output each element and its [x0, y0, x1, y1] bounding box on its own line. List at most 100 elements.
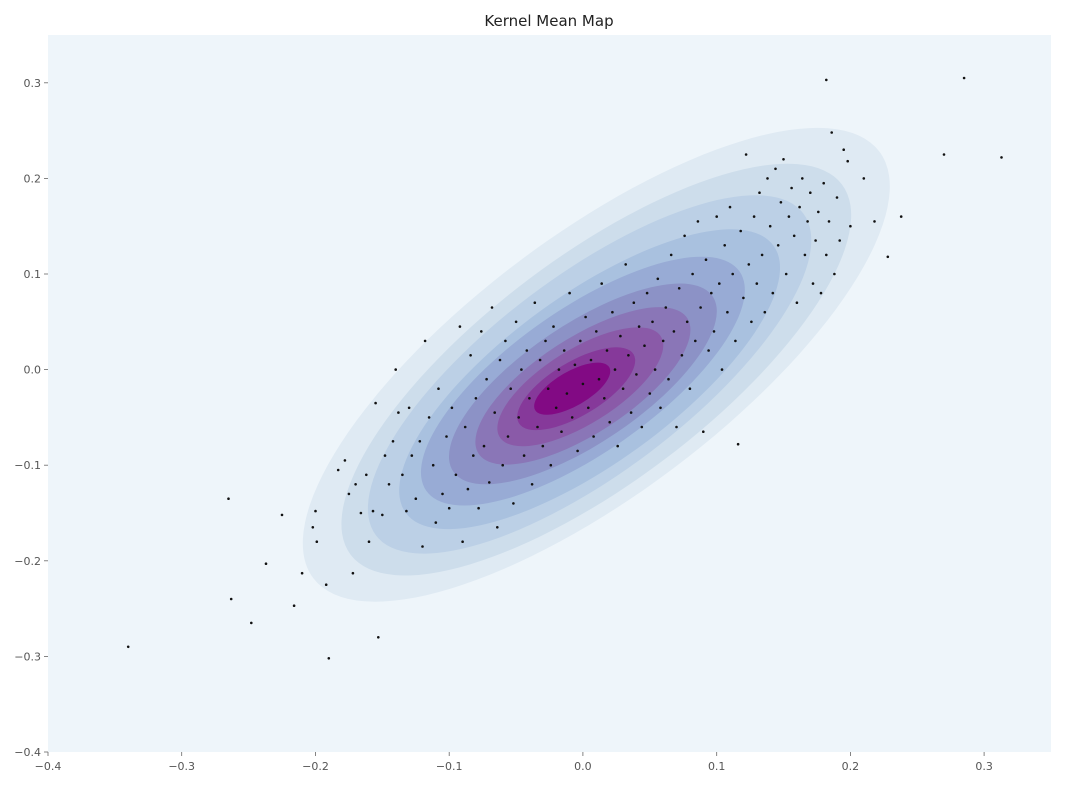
data-point: [324, 583, 328, 586]
data-point: [405, 509, 408, 513]
data-point: [381, 513, 384, 517]
y-tick-label: −0.1: [14, 459, 41, 472]
data-point: [441, 492, 444, 496]
data-points: [126, 76, 1003, 660]
data-point: [661, 339, 665, 343]
data-point: [782, 158, 785, 161]
data-point: [736, 442, 740, 446]
data-point: [827, 220, 831, 223]
data-point: [485, 377, 488, 381]
data-point: [611, 310, 614, 314]
data-point: [597, 377, 601, 381]
y-tick-label: −0.4: [14, 746, 41, 759]
data-point: [365, 473, 368, 477]
data-point: [552, 325, 555, 328]
data-point: [595, 330, 598, 333]
data-point: [811, 282, 815, 285]
data-point: [629, 411, 633, 414]
data-point: [377, 636, 380, 639]
data-point: [680, 354, 684, 357]
data-point: [488, 481, 491, 484]
data-point: [538, 358, 542, 362]
data-point: [608, 420, 611, 424]
data-point: [498, 358, 502, 362]
data-point: [779, 201, 783, 204]
data-point: [584, 315, 587, 319]
data-point: [472, 454, 475, 457]
data-point: [264, 562, 268, 565]
data-point: [942, 153, 946, 156]
data-point: [962, 76, 966, 80]
data-point: [536, 425, 539, 429]
data-point: [685, 320, 689, 324]
data-point: [359, 511, 363, 515]
data-point: [477, 506, 480, 510]
data-point: [600, 282, 603, 285]
data-point: [801, 177, 804, 180]
data-point: [367, 540, 371, 543]
data-point: [835, 196, 839, 199]
data-point: [525, 349, 529, 352]
data-point: [613, 368, 617, 371]
data-point: [450, 406, 454, 410]
data-point: [886, 255, 890, 259]
data-point: [720, 368, 724, 371]
x-tick-label: −0.4: [35, 760, 62, 773]
data-point: [461, 540, 464, 543]
data-point: [506, 435, 510, 438]
y-tick-label: 0.1: [24, 268, 42, 281]
data-point: [691, 272, 694, 276]
data-point: [744, 153, 748, 156]
data-point: [726, 310, 729, 314]
data-point: [752, 215, 756, 218]
data-point: [437, 387, 440, 391]
data-point: [715, 215, 718, 218]
data-point: [712, 330, 716, 333]
y-axis: −0.4 −0.3 −0.2 −0.1 0.0 0.1 0.2 0.3: [14, 77, 48, 759]
data-point: [581, 382, 585, 386]
data-point: [653, 368, 657, 371]
data-point: [605, 349, 609, 352]
data-point: [702, 430, 705, 434]
data-point: [817, 210, 820, 214]
data-point: [659, 406, 662, 410]
data-point: [474, 397, 478, 400]
data-point: [683, 234, 686, 238]
contour-levels: [302, 127, 890, 602]
x-axis: −0.4 −0.3 −0.2 −0.1 0.0 0.1 0.2 0.3: [35, 752, 993, 773]
data-point: [771, 291, 775, 295]
data-point: [667, 377, 670, 381]
data-point: [557, 368, 561, 371]
data-point: [374, 401, 377, 405]
data-point: [621, 387, 625, 391]
data-point: [635, 373, 638, 376]
data-point: [482, 444, 486, 448]
x-tick-label: −0.3: [168, 760, 195, 773]
data-point: [311, 526, 315, 529]
data-point: [873, 220, 876, 223]
data-point: [530, 483, 534, 486]
data-point: [704, 258, 708, 262]
data-point: [458, 325, 462, 328]
data-point: [723, 244, 726, 247]
data-point: [576, 449, 579, 453]
data-point: [675, 425, 678, 429]
data-point: [792, 234, 796, 238]
data-point: [126, 645, 130, 649]
data-point: [838, 239, 841, 242]
data-point: [587, 406, 590, 410]
data-point: [833, 272, 836, 276]
data-point: [592, 435, 595, 438]
data-point: [554, 406, 558, 410]
data-point: [579, 339, 582, 343]
y-tick-label: 0.2: [24, 172, 42, 185]
data-point: [229, 597, 233, 601]
data-point: [640, 425, 644, 429]
data-point: [648, 392, 652, 395]
data-point: [463, 425, 467, 429]
data-point: [734, 339, 737, 343]
data-point: [1000, 156, 1003, 159]
data-point: [292, 604, 296, 607]
data-point: [533, 301, 537, 305]
data-point: [842, 148, 845, 151]
